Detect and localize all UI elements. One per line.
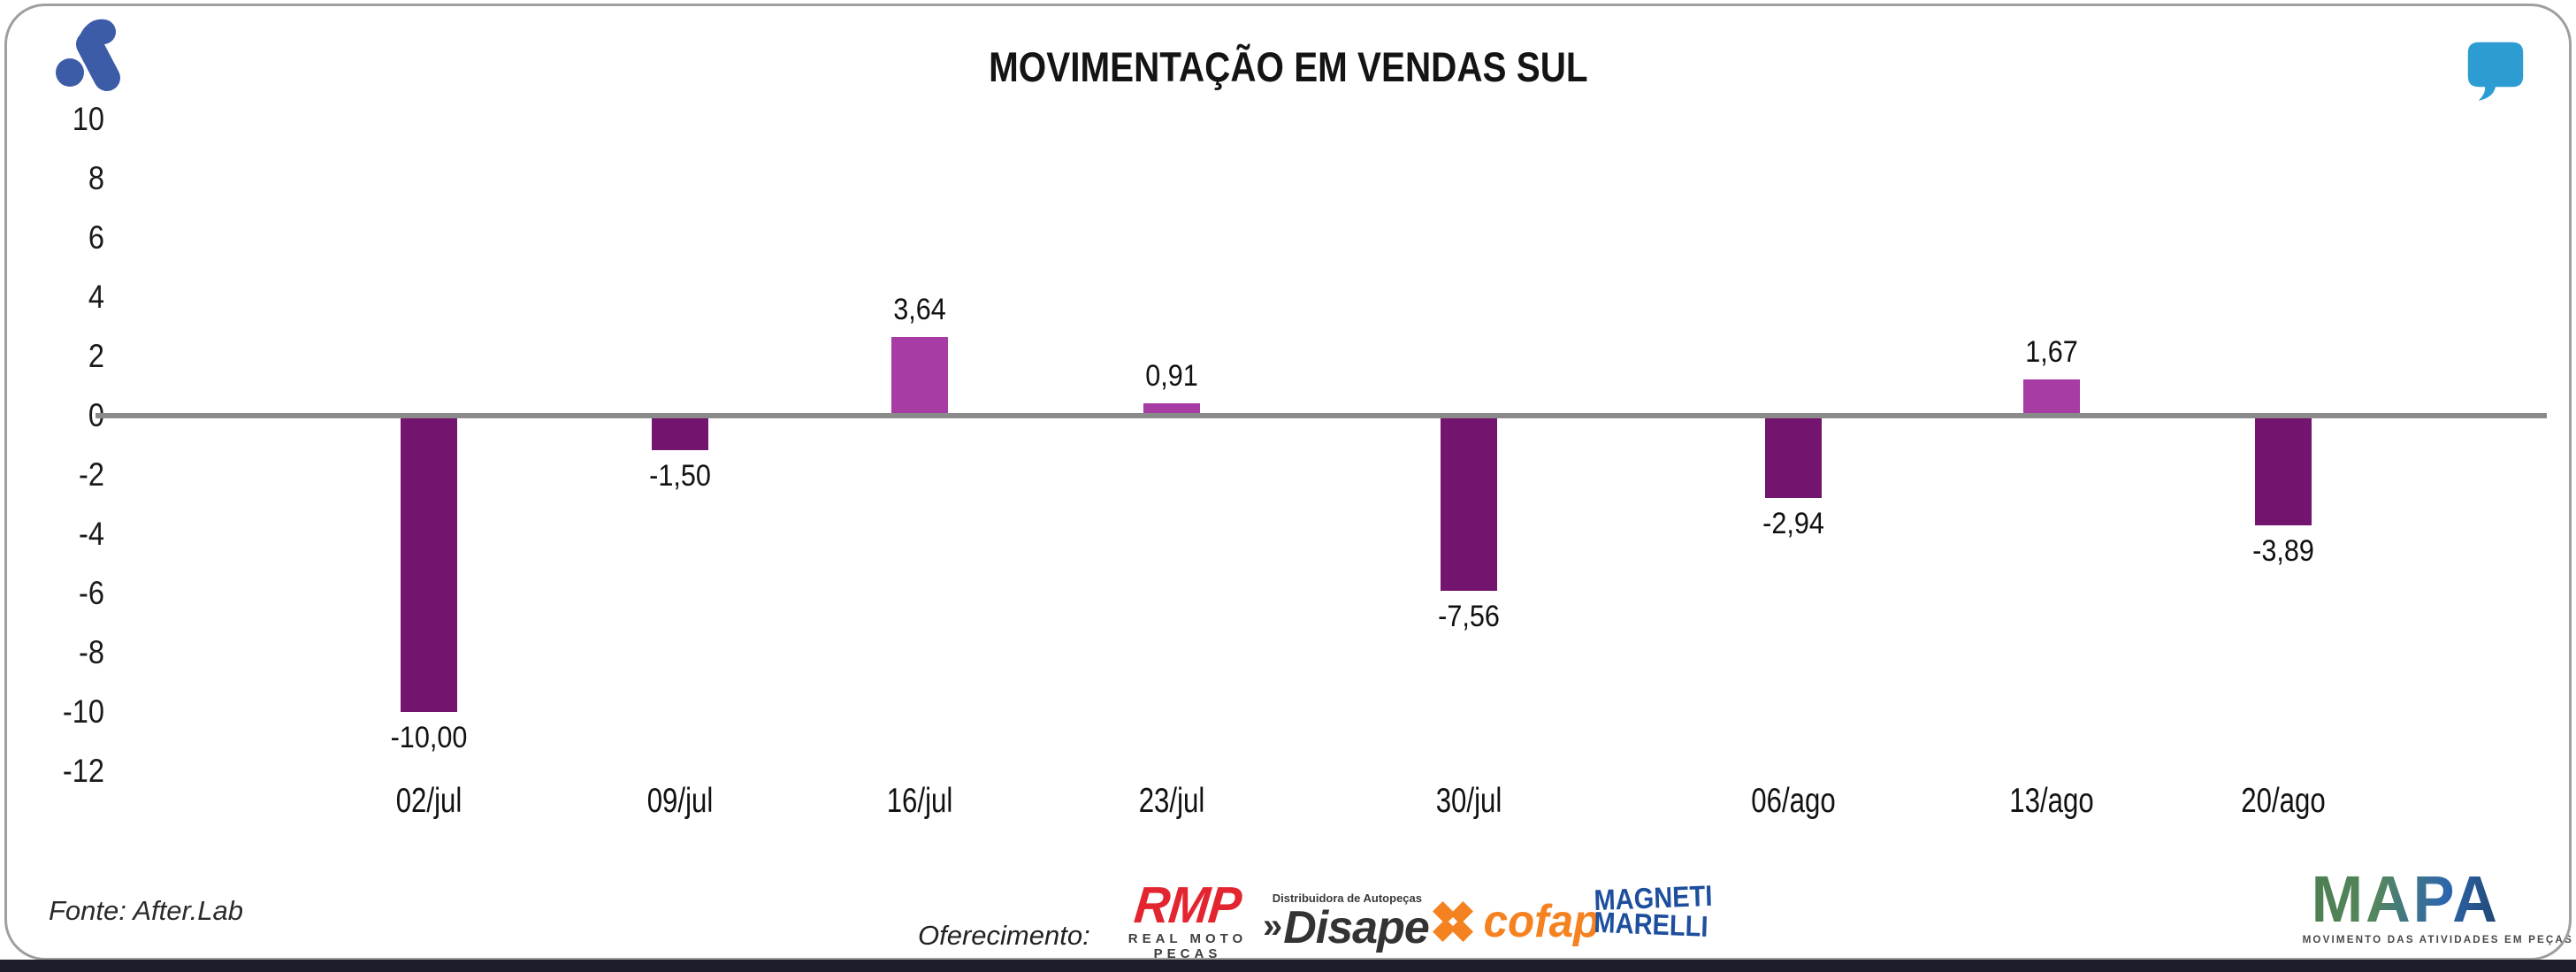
magneti-line2: MARELLI	[1593, 906, 1709, 944]
x-axis-category-label: 09/jul	[646, 782, 714, 820]
sponsor-label: Oferecimento:	[918, 920, 1090, 951]
rmp-logo: RMP REAL MOTO PEÇAS	[1104, 876, 1272, 962]
source-note: Fonte: After.Lab	[49, 895, 243, 926]
y-axis-tick-label: -12	[62, 753, 104, 789]
x-axis-category-label: 16/jul	[886, 782, 953, 820]
cofap-logo-word: cofap	[1483, 896, 1601, 947]
x-axis-category-label: 02/jul	[395, 782, 462, 820]
mapa-logo-word: MAPA	[2311, 862, 2500, 936]
y-axis-tick-label: 10	[72, 101, 104, 137]
bar-20-ago	[2255, 416, 2312, 525]
x-axis-category-label: 06/ago	[1751, 782, 1836, 820]
afterlab-logo-icon	[56, 19, 120, 91]
x-axis-category-label: 30/jul	[1435, 782, 1502, 820]
bar-30-jul	[1441, 416, 1497, 591]
value-label: -3,89	[2252, 534, 2314, 568]
cofap-x-icon	[1433, 901, 1473, 942]
y-axis-tick-label: 8	[88, 160, 104, 196]
value-label: 1,67	[2025, 335, 2078, 369]
bottom-accent-bar	[0, 960, 2576, 972]
quote-icon	[2467, 42, 2524, 101]
mapa-logo-sub: MOVIMENTO DAS ATIVIDADES EM PEÇAS E ACES…	[2302, 932, 2576, 945]
y-axis-tick-label: -10	[62, 693, 104, 730]
value-label: -7,56	[1438, 600, 1500, 633]
magneti-marelli-logo: MAGNETI MARELLI	[1587, 879, 1713, 944]
x-axis-category-label: 20/ago	[2241, 782, 2326, 820]
value-label: 0,91	[1145, 359, 1198, 393]
value-label: -2,94	[1762, 507, 1824, 540]
x-axis-category-label: 23/jul	[1138, 782, 1205, 820]
disape-chevron-icon: »	[1263, 907, 1282, 945]
cofap-logo: cofap	[1433, 899, 1603, 945]
y-axis-tick-label: -2	[79, 456, 104, 493]
y-axis-tick-label: -4	[79, 516, 104, 552]
x-axis-category-label: 13/ago	[2009, 782, 2094, 820]
y-axis-tick-label: -6	[79, 575, 104, 611]
value-label: -1,50	[649, 459, 711, 493]
bar-13-ago	[2023, 379, 2080, 416]
y-axis-tick-label: 2	[88, 338, 104, 374]
rmp-logo-sub: REAL MOTO PEÇAS	[1127, 931, 1248, 962]
y-axis-tick-label: 6	[88, 219, 104, 256]
bar-09-jul	[652, 416, 708, 450]
bar-23-jul	[1143, 403, 1200, 416]
rmp-logo-word: RMP	[1131, 876, 1244, 934]
value-label: 3,64	[893, 293, 946, 326]
bar-06-ago	[1765, 416, 1822, 498]
y-axis-tick-label: -8	[79, 634, 104, 670]
chart-title-text: MOVIMENTAÇÃO EM VENDAS SUL	[988, 43, 1588, 90]
mapa-logo: MAPA MOVIMENTO DAS ATIVIDADES EM PEÇAS E…	[2299, 862, 2576, 945]
disape-logo: Distribuidora de Autopeças »Disape	[1263, 892, 1430, 951]
disape-word-text: Disape	[1283, 902, 1430, 953]
y-axis-tick-label: 4	[88, 279, 104, 315]
disape-logo-sub: Distribuidora de Autopeças	[1272, 892, 1422, 905]
x-axis-zero-line	[96, 413, 2547, 418]
bar-02-jul	[401, 416, 457, 712]
bar-16-jul	[891, 337, 948, 416]
chart-title: MOVIMENTAÇÃO EM VENDAS SUL	[0, 42, 2576, 91]
value-label: -10,00	[390, 721, 468, 754]
disape-logo-word: »Disape	[1263, 905, 1430, 951]
